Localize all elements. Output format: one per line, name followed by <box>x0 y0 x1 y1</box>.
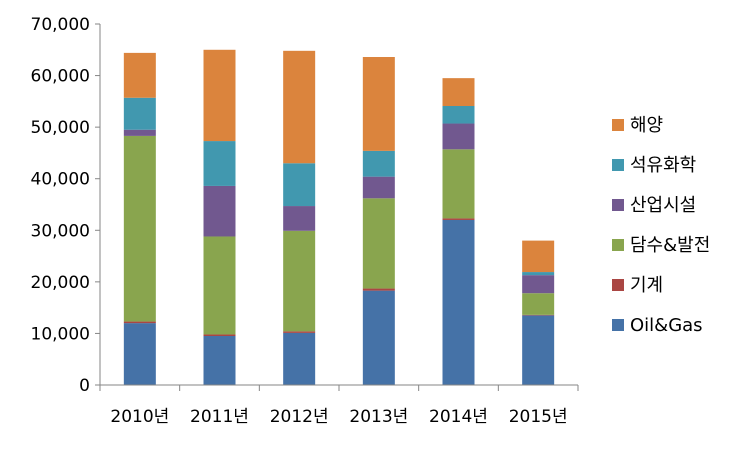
legend-swatch <box>612 239 624 251</box>
bar-segment <box>362 198 395 289</box>
bar-segment <box>522 314 555 316</box>
bar-segment <box>123 129 156 136</box>
bar-segment <box>203 141 236 186</box>
legend-swatch <box>612 159 624 171</box>
bar-segment <box>203 49 236 142</box>
x-tick-label: 2015년 <box>509 407 568 427</box>
bar-segment <box>362 57 395 151</box>
bar-segment <box>362 176 395 199</box>
bar-segment <box>522 240 555 273</box>
bar-segment <box>203 185 236 237</box>
bar-segment <box>123 323 156 385</box>
x-axis: 2010년 2011년 2012년 2013년 2014년 2015년 <box>99 384 579 427</box>
x-tick-label: 2010년 <box>110 407 169 427</box>
bar-segment <box>123 97 156 130</box>
bar-segment <box>283 230 316 332</box>
bar-segment <box>203 336 236 385</box>
x-tick-label: 2012년 <box>270 407 329 427</box>
y-axis: 0 10,000 20,000 30,000 40,000 50,000 60,000 70,… <box>31 15 101 396</box>
x-tick-label: 2011년 <box>190 407 249 427</box>
bar-segment <box>283 50 316 164</box>
legend-label: 기계 <box>630 275 663 296</box>
y-tick-label: 70,000 <box>31 15 90 35</box>
bar-segment <box>283 163 316 207</box>
legend-label: 산업시설 <box>630 195 696 216</box>
bar-segment <box>283 331 316 333</box>
bar-segment <box>522 293 555 315</box>
legend-label: Oil&Gas <box>630 315 703 336</box>
bar-segment <box>442 219 475 385</box>
y-tick-label: 0 <box>79 376 90 396</box>
legend-label: 석유화학 <box>630 155 696 176</box>
legend-swatch <box>612 119 624 131</box>
y-tick-label: 50,000 <box>31 118 90 138</box>
legend-label: 담수&발전 <box>630 235 710 256</box>
legend-swatch <box>612 199 624 211</box>
bar-segment <box>362 290 395 385</box>
legend-swatch <box>612 319 624 331</box>
bar-segment <box>283 332 316 385</box>
bar-segment <box>283 206 316 231</box>
bar-segment <box>362 288 395 291</box>
y-tick-label: 40,000 <box>31 170 90 190</box>
bar-segment <box>522 272 555 276</box>
y-tick-label: 20,000 <box>31 273 90 293</box>
bar-segment <box>442 105 475 124</box>
bar-segment <box>522 315 555 385</box>
legend-label: 해양 <box>630 115 663 136</box>
y-tick-label: 30,000 <box>31 221 90 241</box>
bar-segment <box>442 78 475 106</box>
x-tick-label: 2014년 <box>429 407 488 427</box>
bar-segment <box>362 150 395 177</box>
legend-swatch <box>612 279 624 291</box>
bar-segment <box>123 321 156 324</box>
y-tick-label: 60,000 <box>31 67 90 87</box>
bar-segment <box>442 123 475 150</box>
bar-segment <box>203 236 236 335</box>
bar-segment <box>442 149 475 219</box>
y-tick-label: 10,000 <box>31 324 90 344</box>
bar-segment <box>123 135 156 322</box>
bar-segment <box>522 275 555 294</box>
bar-segment <box>203 334 236 337</box>
bar-segment <box>123 52 156 98</box>
x-tick-label: 2013년 <box>349 407 408 427</box>
bar-segment <box>442 218 475 220</box>
bars <box>123 49 555 385</box>
